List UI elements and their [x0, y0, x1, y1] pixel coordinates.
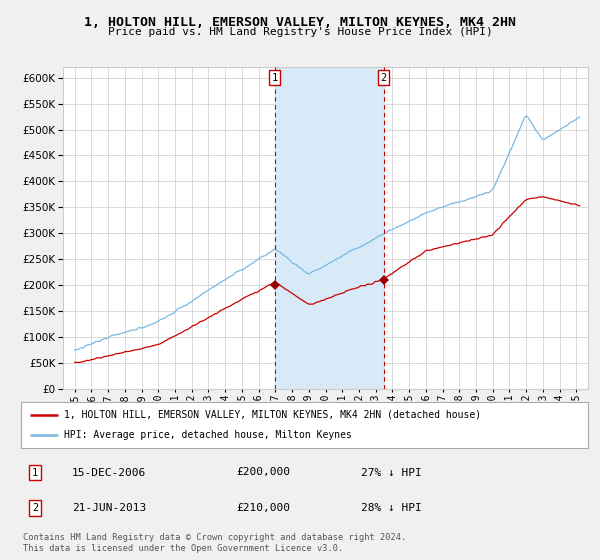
- Text: Price paid vs. HM Land Registry's House Price Index (HPI): Price paid vs. HM Land Registry's House …: [107, 27, 493, 37]
- Text: 1, HOLTON HILL, EMERSON VALLEY, MILTON KEYNES, MK4 2HN (detached house): 1, HOLTON HILL, EMERSON VALLEY, MILTON K…: [64, 410, 481, 420]
- Text: £200,000: £200,000: [236, 468, 290, 478]
- Text: 27% ↓ HPI: 27% ↓ HPI: [361, 468, 422, 478]
- Text: £210,000: £210,000: [236, 503, 290, 513]
- Text: Contains HM Land Registry data © Crown copyright and database right 2024.
This d: Contains HM Land Registry data © Crown c…: [23, 533, 406, 553]
- Text: 28% ↓ HPI: 28% ↓ HPI: [361, 503, 422, 513]
- Text: 21-JUN-2013: 21-JUN-2013: [72, 503, 146, 513]
- Bar: [275, 67, 383, 389]
- Text: 1, HOLTON HILL, EMERSON VALLEY, MILTON KEYNES, MK4 2HN: 1, HOLTON HILL, EMERSON VALLEY, MILTON K…: [84, 16, 516, 29]
- Text: 2: 2: [380, 73, 386, 82]
- Text: 1: 1: [272, 73, 278, 82]
- Text: HPI: Average price, detached house, Milton Keynes: HPI: Average price, detached house, Milt…: [64, 430, 352, 440]
- Text: 1: 1: [32, 468, 38, 478]
- Text: 2: 2: [32, 503, 38, 513]
- Text: 15-DEC-2006: 15-DEC-2006: [72, 468, 146, 478]
